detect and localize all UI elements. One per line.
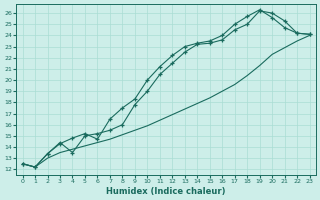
X-axis label: Humidex (Indice chaleur): Humidex (Indice chaleur)	[106, 187, 226, 196]
